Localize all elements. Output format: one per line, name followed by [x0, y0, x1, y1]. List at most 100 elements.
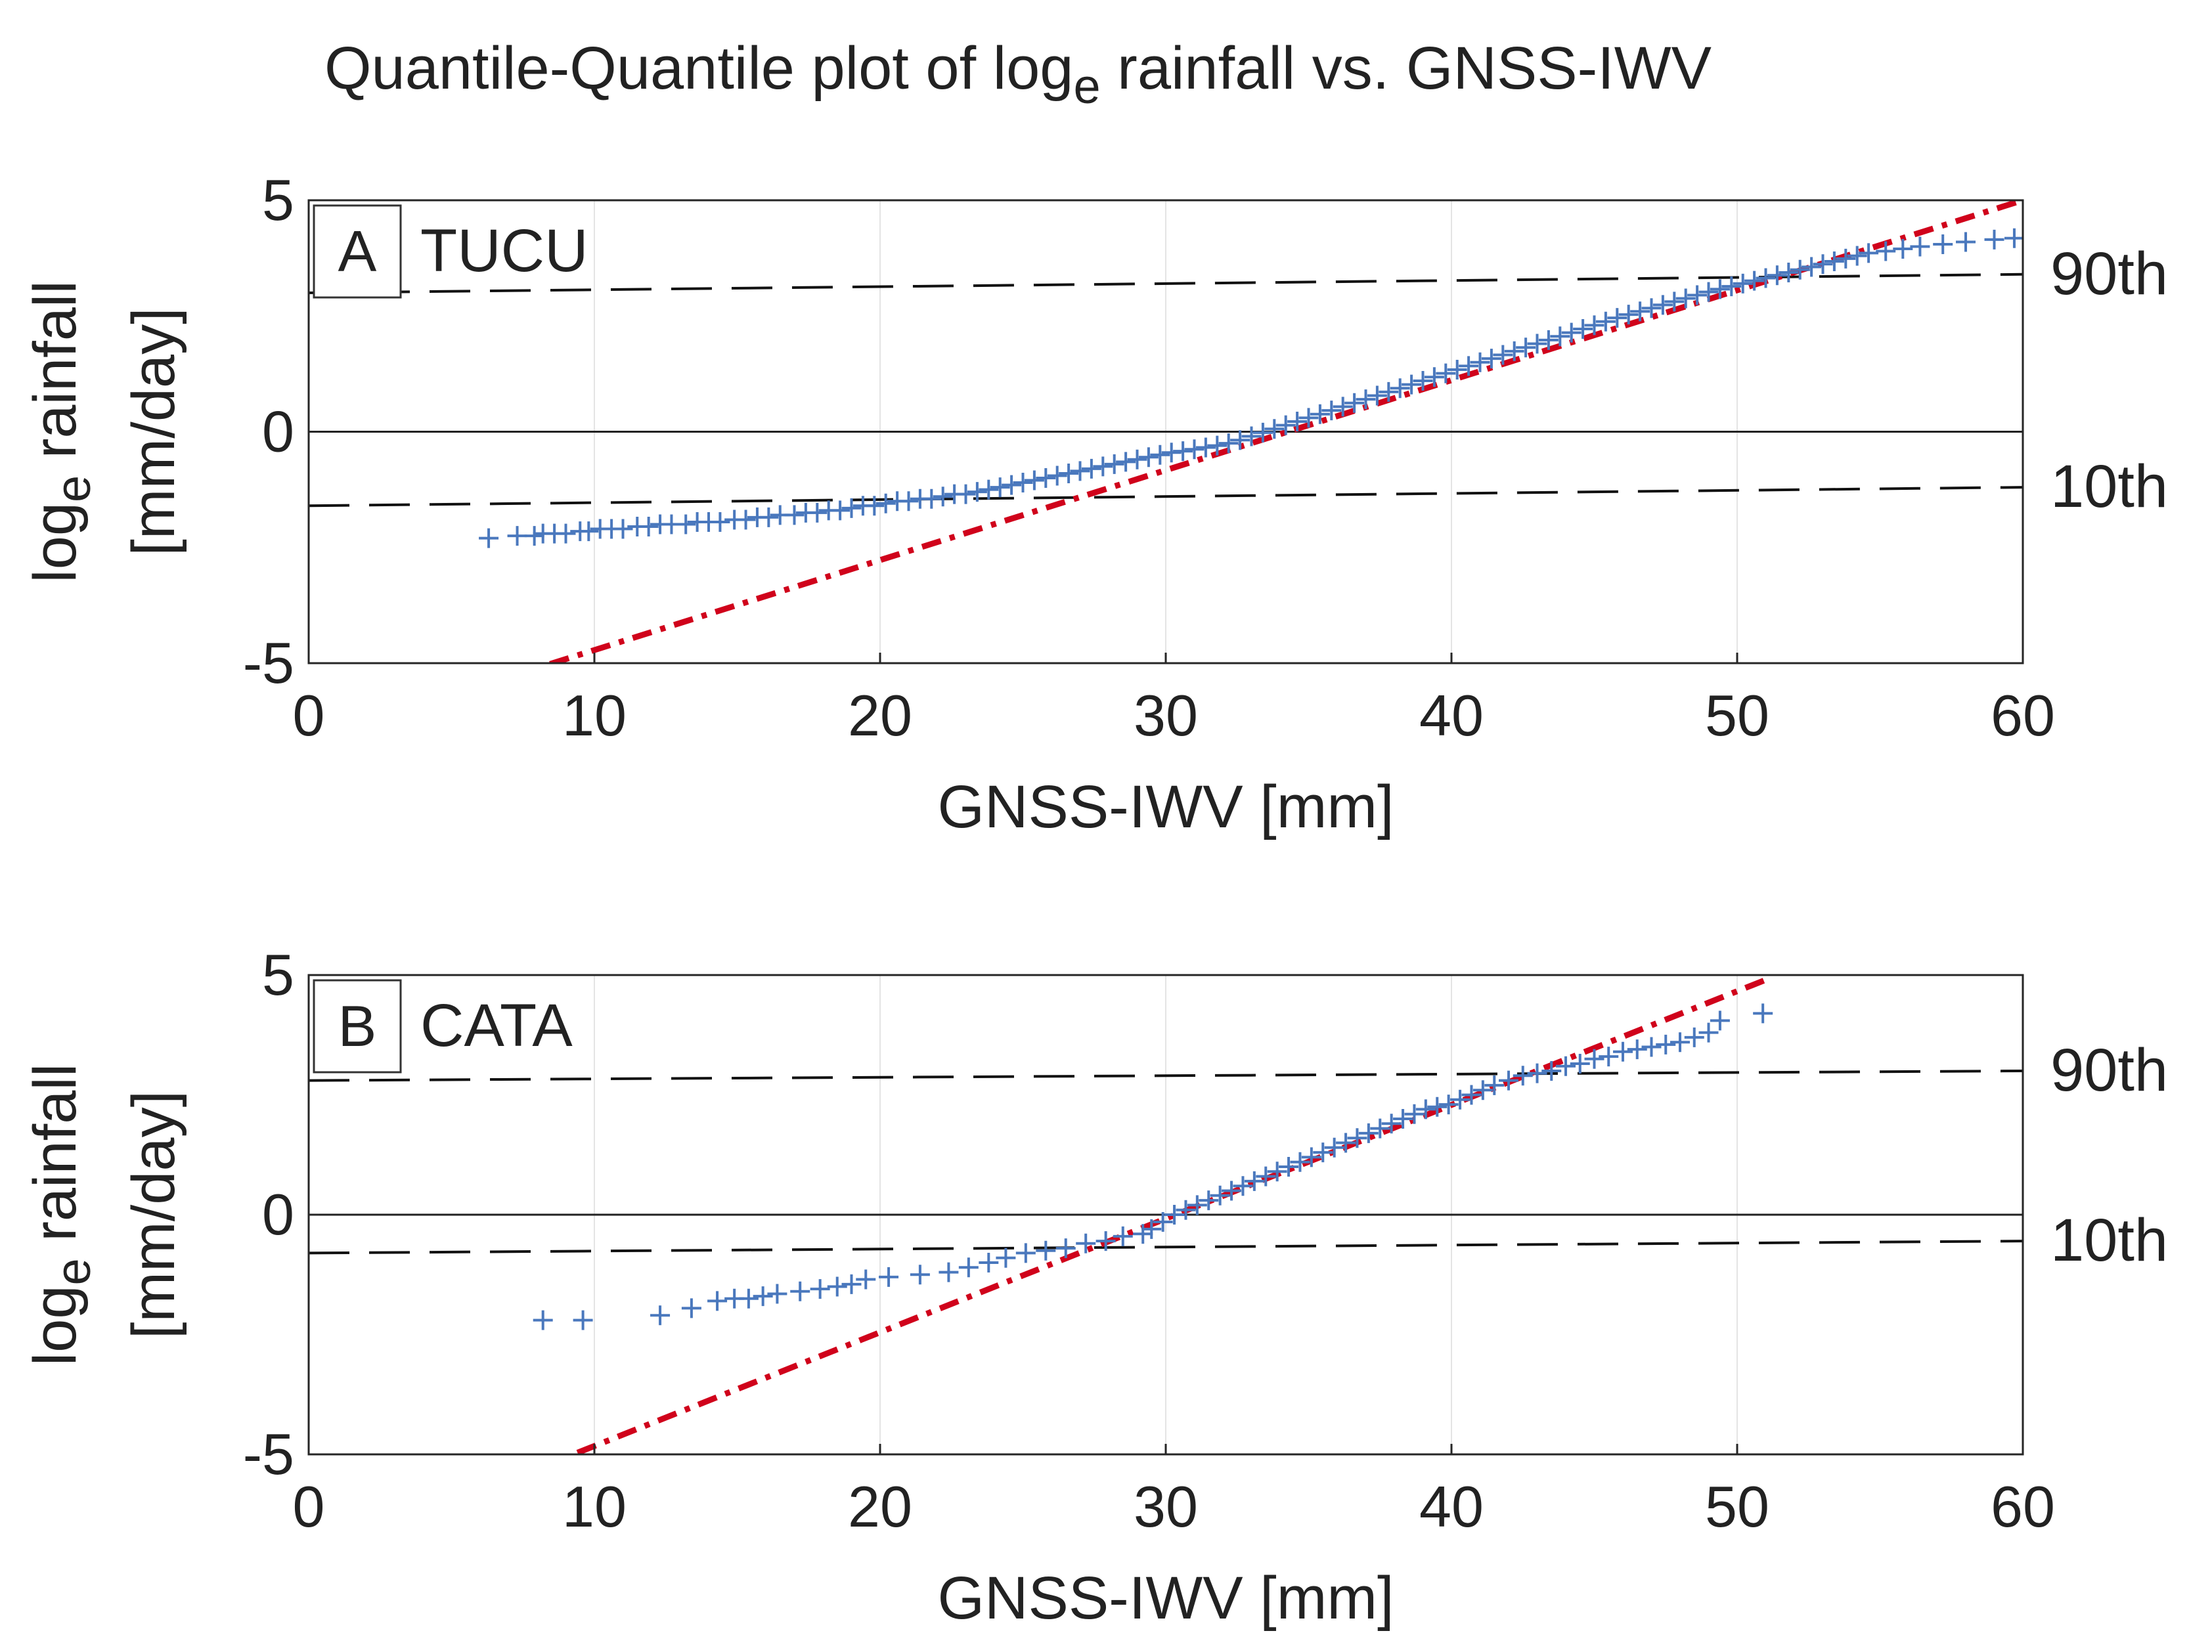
data-point [1484, 1075, 1505, 1095]
data-point [1470, 352, 1490, 372]
panel-letter-box [313, 204, 402, 299]
title-prefix: Quantile-Quantile plot of log [324, 35, 1073, 102]
data-point [1070, 461, 1090, 481]
data-point [2004, 228, 2023, 248]
panel-letter-box [313, 979, 402, 1074]
data-point [1438, 1095, 1459, 1115]
data-point [996, 1248, 1016, 1268]
data-point [879, 1267, 899, 1287]
data-point [1336, 1133, 1356, 1153]
data-point [1176, 1200, 1196, 1220]
data-point [1556, 1056, 1576, 1076]
data-point [1164, 1205, 1185, 1225]
data-point [1036, 468, 1056, 488]
data-point [1541, 1061, 1562, 1081]
data-point [1859, 243, 1879, 263]
data-point [767, 1284, 787, 1304]
data-point [1222, 1181, 1242, 1201]
data-point [1753, 1003, 1773, 1024]
data-point [524, 526, 544, 546]
data-point [1116, 452, 1136, 472]
data-point [1607, 308, 1627, 328]
x-tick-label: 60 [1991, 1474, 2055, 1539]
y-tick-label: -5 [243, 630, 294, 695]
y-axis-label: loge rainfall [22, 1064, 100, 1366]
data-point [1298, 408, 1319, 428]
data-point [1836, 248, 1856, 269]
data-point [1744, 271, 1765, 291]
percentile-line-10th [309, 486, 2023, 508]
data-point [1527, 334, 1547, 354]
data-point [1207, 435, 1228, 456]
data-point [1450, 1089, 1471, 1110]
y-tick-label: 5 [262, 942, 294, 1007]
data-point [1404, 1104, 1425, 1124]
y-axis-label: loge rainfall [22, 280, 100, 583]
data-point [898, 491, 919, 511]
data-point [1876, 241, 1896, 261]
data-point [1059, 463, 1079, 483]
data-point [1141, 1219, 1162, 1239]
data-point [856, 1269, 876, 1290]
panel-letter: A [338, 219, 377, 284]
data-point [1499, 1070, 1518, 1091]
plot-area [309, 200, 2023, 663]
data-point [810, 1279, 830, 1299]
x-tick-label: 10 [562, 683, 627, 748]
data-point [1516, 337, 1536, 358]
y-axis-label-main: log [22, 502, 89, 583]
data-point [841, 498, 862, 518]
data-point [1381, 1114, 1402, 1134]
data-point [1910, 236, 1930, 257]
title-suffix: rainfall vs. GNSS-IWV [1101, 35, 1712, 102]
data-point [1656, 1034, 1676, 1054]
percentile-line-10th [309, 1240, 2023, 1255]
x-tick-label: 0 [293, 1474, 325, 1539]
data-point [1233, 1176, 1253, 1196]
x-tick-label: 30 [1134, 683, 1198, 748]
data-point [990, 477, 1010, 498]
data-point [830, 500, 851, 521]
data-point [1358, 1123, 1379, 1143]
data-point [1313, 1142, 1333, 1163]
data-point [1324, 1137, 1344, 1158]
data-point [1767, 265, 1787, 286]
y-tick-label: 5 [262, 167, 294, 232]
data-point [933, 487, 953, 507]
data-point [1893, 239, 1913, 259]
data-point [841, 1274, 862, 1294]
percentile-label-90th: 90th [2050, 1037, 2168, 1104]
y-axis-label-units: [mm/day] [120, 1091, 187, 1339]
data-point [1493, 345, 1513, 365]
data-point [1779, 262, 1799, 282]
data-point [1427, 1097, 1448, 1117]
data-point [1024, 470, 1044, 490]
data-point [1472, 1080, 1493, 1100]
data-point [1310, 404, 1330, 424]
x-axis-label: GNSS-IWV [mm] [937, 1565, 1394, 1632]
x-tick-label: 50 [1705, 1474, 1769, 1539]
data-point [1256, 1166, 1276, 1186]
data-point [1641, 298, 1662, 318]
data-point [1461, 1085, 1482, 1105]
data-point [1513, 1066, 1533, 1086]
data-point [638, 517, 659, 537]
data-point [1824, 251, 1844, 272]
data-point [807, 502, 828, 523]
data-point [939, 1262, 959, 1282]
data-point [1641, 1037, 1662, 1057]
data-point [1356, 389, 1376, 410]
data-point [1241, 426, 1262, 446]
data-point [1173, 441, 1193, 462]
data-point [1333, 397, 1353, 417]
data-point [1424, 367, 1444, 387]
data-point [958, 1257, 979, 1278]
data-point [827, 1276, 847, 1297]
y-axis-label-rest: rainfall [22, 1064, 89, 1259]
data-point [1627, 1039, 1647, 1060]
data-point [1413, 370, 1433, 391]
data-point [1733, 273, 1753, 293]
panel-letter: B [338, 993, 377, 1058]
data-point [1161, 443, 1182, 463]
